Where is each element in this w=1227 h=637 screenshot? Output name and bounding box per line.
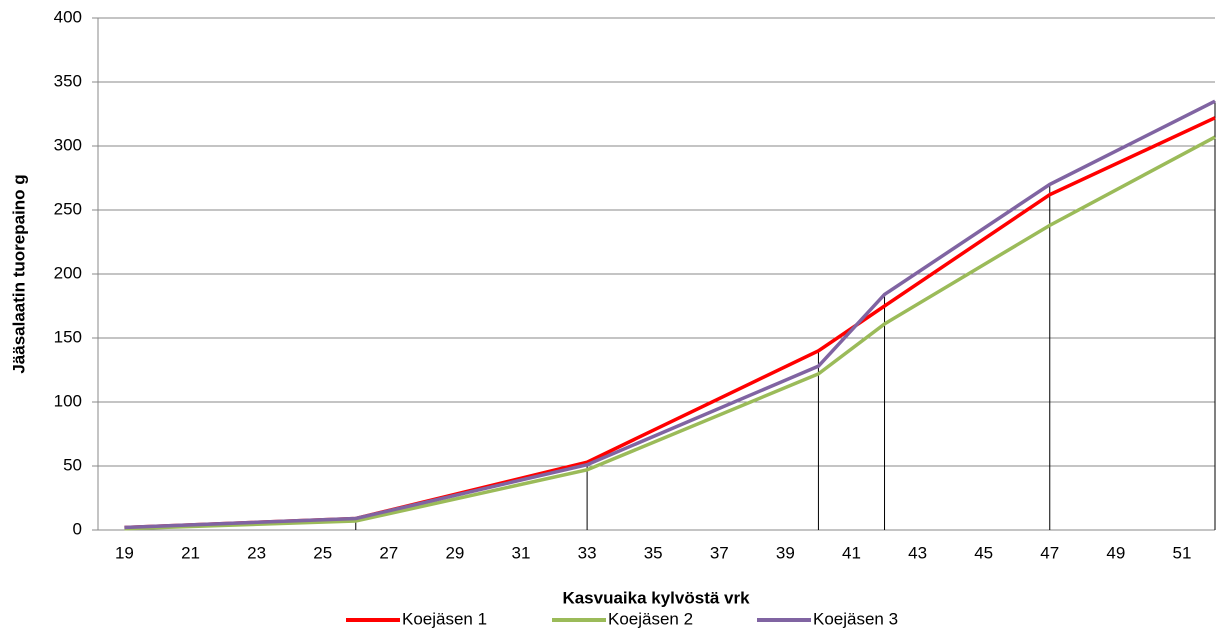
x-tick-label: 41 [842,543,861,562]
y-tick-label: 400 [54,7,82,26]
x-axis-title: Kasvuaika kylvöstä vrk [562,588,750,607]
y-tick-label: 300 [54,135,82,154]
x-tick-label: 39 [776,543,795,562]
y-tick-label: 0 [73,519,82,538]
x-tick-label: 43 [908,543,927,562]
x-tick-label: 27 [379,543,398,562]
x-tick-label: 51 [1172,543,1191,562]
y-tick-label: 50 [63,455,82,474]
legend-label: Koejäsen 3 [813,609,898,628]
x-tick-label: 33 [578,543,597,562]
x-tick-label: 37 [710,543,729,562]
y-axis-title: Jääsalaatin tuorepaino g [9,174,28,373]
y-tick-label: 150 [54,327,82,346]
x-tick-label: 21 [181,543,200,562]
y-tick-label: 200 [54,263,82,282]
y-tick-label: 350 [54,71,82,90]
x-tick-label: 47 [1040,543,1059,562]
series-line [124,99,1216,530]
y-tick-label: 100 [54,391,82,410]
x-tick-label: 49 [1106,543,1125,562]
x-tick-label: 25 [313,543,332,562]
x-tick-label: 29 [445,543,464,562]
x-tick-label: 45 [974,543,993,562]
series-line [124,135,1216,531]
y-tick-label: 250 [54,199,82,218]
x-tick-label: 23 [247,543,266,562]
x-tick-label: 31 [512,543,531,562]
legend-label: Koejäsen 2 [608,609,693,628]
x-tick-label: 35 [644,543,663,562]
x-tick-label: 19 [115,543,134,562]
legend-label: Koejäsen 1 [402,609,487,628]
